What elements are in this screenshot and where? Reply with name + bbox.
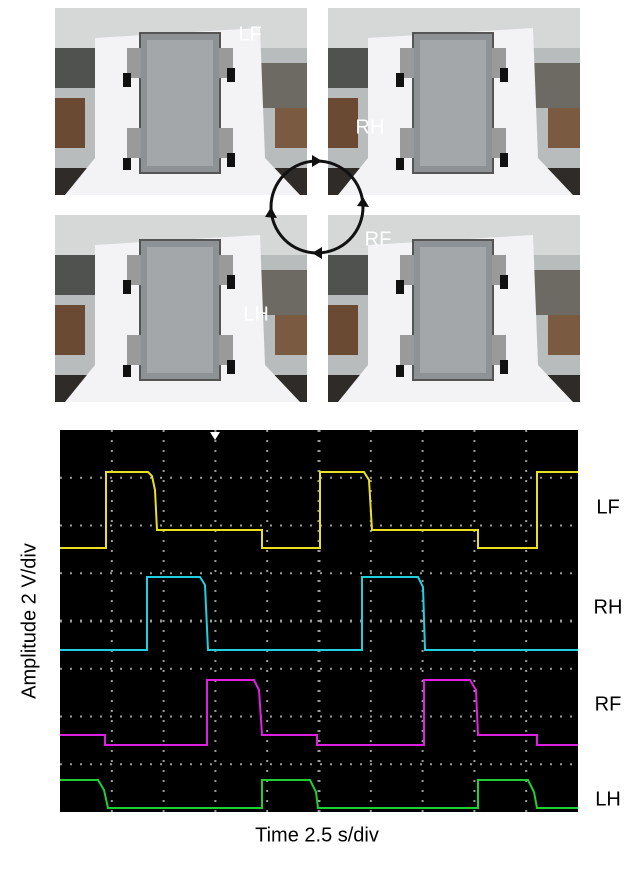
photo	[328, 8, 580, 195]
trace-label: LF	[596, 496, 619, 518]
cycle-arrow	[357, 197, 369, 207]
y-axis-label: Amplitude 2 V/div	[18, 543, 40, 699]
figure: LF RH RF LH LF RH RF LH Amplitude 2 V/di…	[0, 0, 642, 874]
trace-label: RH	[594, 596, 623, 618]
photo-label: RF	[365, 228, 392, 250]
cycle-arrow	[265, 207, 277, 218]
trace-label: RF	[595, 693, 622, 715]
page: {"photos": [{"label": "LF"}, {"label": "…	[0, 0, 642, 874]
cycle-arrow	[312, 155, 322, 167]
photo-label: LH	[243, 303, 269, 325]
photo	[55, 8, 307, 195]
x-axis-label: Time 2.5 s/div	[255, 824, 379, 846]
cycle-circle	[271, 161, 363, 253]
cycle-arrow	[312, 247, 322, 259]
photo-label: LF	[238, 23, 261, 45]
photo	[55, 215, 307, 402]
photo-label: RH	[356, 116, 385, 138]
trace-label: LH	[595, 788, 621, 810]
